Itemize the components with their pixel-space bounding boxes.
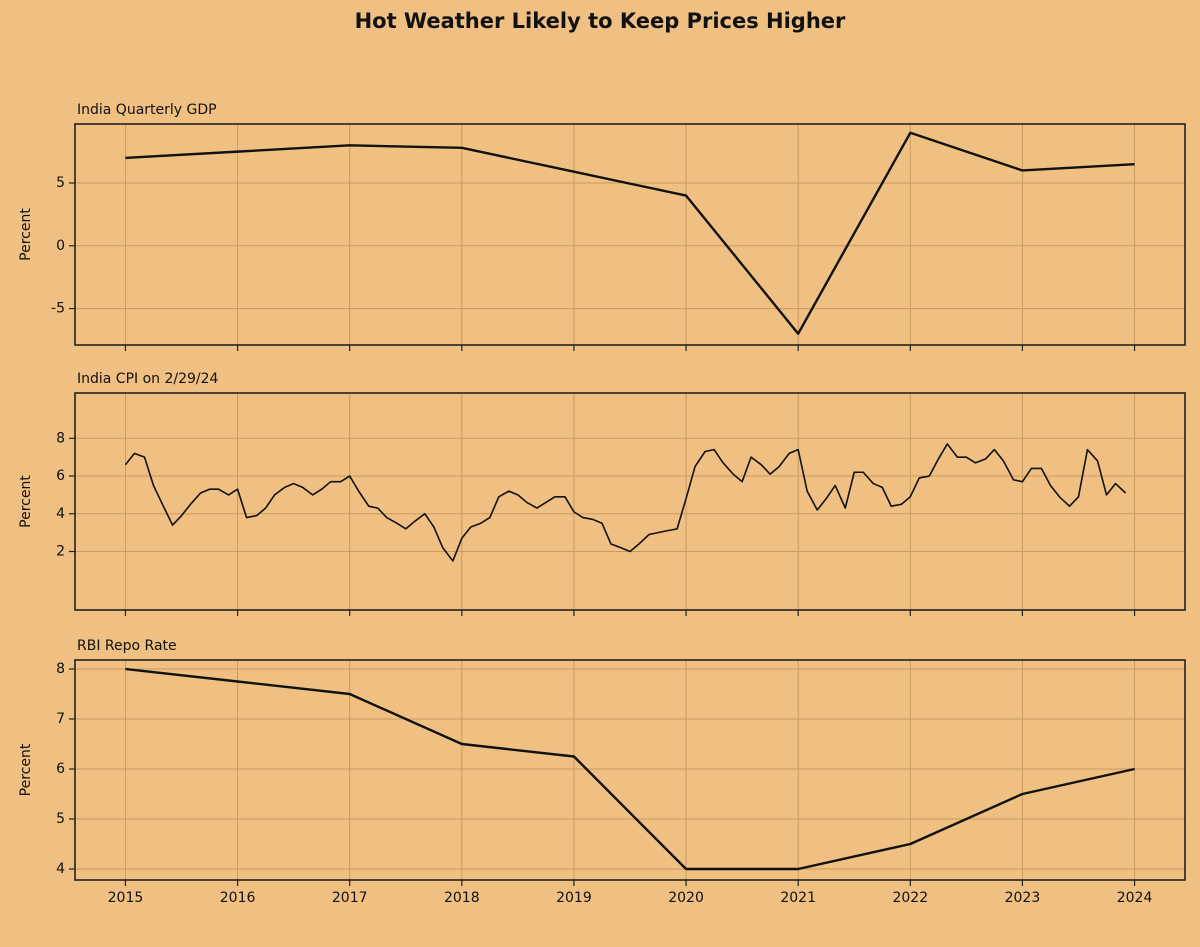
- y-axis-label: Percent: [18, 475, 34, 528]
- y-tick-label: 6: [56, 761, 65, 777]
- y-tick-label: 8: [56, 661, 65, 677]
- y-tick-label: 5: [56, 175, 65, 191]
- data-line: [125, 131, 1135, 335]
- data-line: [124, 443, 1127, 562]
- x-tick-label: 2019: [556, 890, 592, 906]
- data-line: [125, 667, 1135, 871]
- y-tick-label: 7: [56, 711, 65, 727]
- y-axis-label: Percent: [18, 208, 34, 261]
- plot-frame: [74, 123, 1186, 346]
- x-tick-label: 2023: [1005, 890, 1041, 906]
- x-tick-label: 2021: [780, 890, 816, 906]
- panel-title: India CPI on 2/29/24: [77, 371, 219, 387]
- y-tick-label: -5: [51, 301, 65, 317]
- y-tick-label: 2: [56, 544, 65, 560]
- x-tick-label: 2022: [892, 890, 928, 906]
- y-tick-label: 0: [56, 238, 65, 254]
- x-tick-label: 2024: [1117, 890, 1153, 906]
- y-tick-label: 8: [56, 430, 65, 446]
- y-tick-label: 6: [56, 468, 65, 484]
- y-tick-label: 4: [56, 506, 65, 522]
- x-tick-label: 2018: [444, 890, 480, 906]
- x-tick-label: 2020: [668, 890, 704, 906]
- plot-frame: [74, 392, 1186, 611]
- y-axis-label: Percent: [18, 743, 34, 796]
- x-tick-label: 2016: [220, 890, 256, 906]
- x-tick-label: 2015: [108, 890, 144, 906]
- y-tick-label: 5: [56, 811, 65, 827]
- x-tick-label: 2017: [332, 890, 368, 906]
- plot-frame: [74, 659, 1186, 881]
- panel-title: India Quarterly GDP: [77, 102, 217, 118]
- panel-title: RBI Repo Rate: [77, 638, 177, 654]
- y-tick-label: 4: [56, 861, 65, 877]
- figure-title: Hot Weather Likely to Keep Prices Higher: [355, 9, 846, 33]
